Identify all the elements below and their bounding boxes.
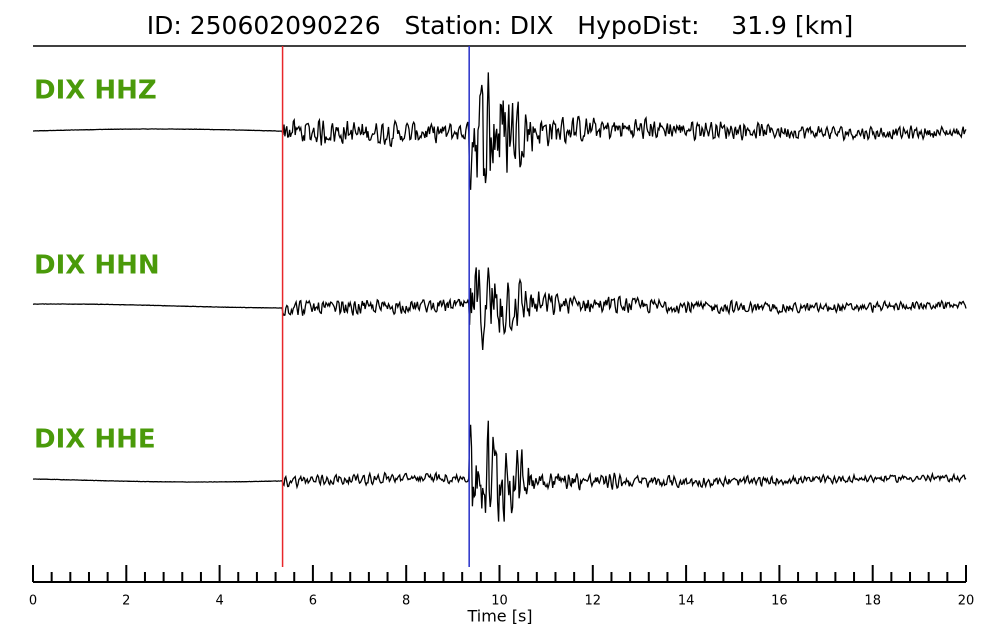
- trace-label: DIX HHZ: [34, 76, 157, 106]
- x-tick-label: 6: [309, 594, 317, 609]
- x-tick-label: 2: [122, 594, 130, 609]
- x-axis-label: Time [s]: [466, 607, 532, 626]
- x-tick-label: 16: [771, 594, 788, 609]
- x-tick-label: 12: [585, 594, 602, 609]
- trace-label: DIX HHN: [34, 251, 160, 281]
- x-tick-label: 4: [215, 594, 223, 609]
- x-tick-label: 14: [678, 594, 695, 609]
- chart-title: ID: 250602090226 Station: DIX HypoDist: …: [147, 11, 853, 40]
- waveform: [32, 267, 967, 350]
- x-tick-label: 0: [29, 594, 37, 609]
- waveform: [33, 72, 967, 190]
- x-tick-label: 10: [491, 594, 508, 609]
- trace-label: DIX HHE: [34, 425, 156, 455]
- x-tick-label: 20: [958, 594, 975, 609]
- x-tick-label: 8: [402, 594, 410, 609]
- x-tick-label: 18: [864, 594, 881, 609]
- waveform: [32, 420, 967, 522]
